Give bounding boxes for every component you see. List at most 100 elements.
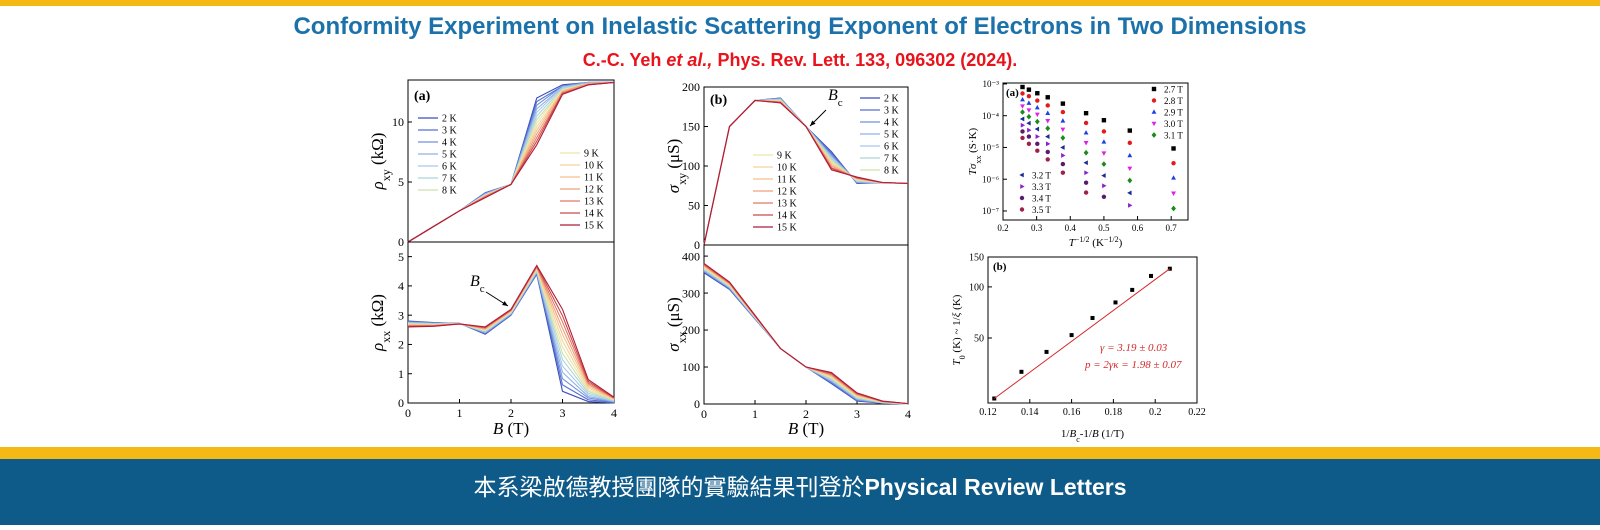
data-point [1171, 175, 1176, 180]
series-line [703, 97, 909, 246]
legend-marker [1019, 207, 1025, 212]
data-point [1083, 149, 1089, 156]
legend-label: 12 K [584, 185, 605, 196]
text-segment: (K [1090, 237, 1104, 249]
x-tick-label: 1 [752, 407, 758, 421]
footer-text: 本系梁啟德教授團隊的實驗結果刊登於Physical Review Letters [473, 474, 1126, 500]
data-point [1035, 98, 1040, 103]
data-point [1045, 149, 1050, 155]
data-point [1171, 146, 1176, 151]
legend-marker [1151, 121, 1157, 127]
legend-label: 12 K [777, 187, 798, 198]
data-point [1045, 134, 1050, 140]
x-tick-label: 0 [701, 407, 707, 421]
y-tick-label: 100 [682, 159, 700, 173]
y-axis-label: T0 (K) ~ 1/ξ (K) [951, 294, 967, 365]
data-point [1101, 194, 1107, 199]
data-point [1026, 120, 1031, 126]
text-segment: T [967, 168, 979, 175]
data-point [1083, 110, 1089, 116]
legend-label: 4 K [442, 138, 458, 149]
text-segment: σ [967, 163, 979, 169]
legend-label: 3 K [442, 126, 458, 137]
data-point [1020, 104, 1025, 109]
data-point [1035, 141, 1040, 147]
y-tick-label: 150 [682, 120, 700, 134]
data-point [1020, 97, 1025, 102]
data-point [1060, 127, 1066, 133]
text-segment: −1/2 [1075, 235, 1090, 244]
x-tick-label: 0.2 [1149, 407, 1162, 418]
data-point [1130, 287, 1135, 292]
text-segment: 本系梁啟德教授團隊的實驗結果刊登於 [473, 474, 864, 500]
legend-label: 8 K [884, 166, 900, 177]
data-point [1034, 126, 1040, 132]
data-point [1026, 108, 1032, 113]
series-line [703, 265, 909, 405]
data-point [1101, 118, 1107, 123]
data-point [1035, 134, 1040, 140]
text-segment: C.-C. Yeh [583, 50, 667, 70]
y-tick-label: 2 [398, 338, 404, 352]
legend-label: 9 K [777, 151, 793, 162]
legend-label: 13 K [777, 199, 798, 210]
data-point [1171, 160, 1176, 166]
data-point [1101, 161, 1107, 167]
data-point [1101, 129, 1107, 134]
x-axis-label: B (T) [493, 419, 529, 438]
x-tick-label: 0.14 [1021, 407, 1039, 418]
text-segment: B [1069, 428, 1076, 440]
y-tick-label: 50 [974, 333, 984, 344]
data-point [1083, 141, 1089, 146]
legend-marker [1019, 172, 1024, 178]
data-point [1171, 191, 1176, 196]
legend-label: 5 K [442, 150, 458, 161]
plot-frame [987, 256, 1198, 404]
text-segment: Phys. Rev. Lett. 133, 096302 (2024). [712, 50, 1017, 70]
data-point [1019, 369, 1024, 374]
text-segment: σ [664, 343, 683, 352]
series-line [407, 271, 615, 403]
legend-label: 6 K [884, 142, 900, 153]
x-axis-label: B (T) [788, 419, 824, 438]
data-point [1083, 120, 1089, 126]
data-point [1026, 94, 1032, 99]
panel-label: (b) [710, 93, 727, 108]
fit-line [993, 268, 1171, 399]
series-line [407, 268, 615, 401]
data-point [1035, 148, 1040, 153]
text-segment: xy [379, 169, 393, 181]
y-tick-label: 50 [688, 199, 700, 213]
y-tick-label: 400 [682, 249, 700, 263]
y-axis-label: ρxx (kΩ) [368, 294, 393, 352]
x-tick-label: 2 [803, 407, 809, 421]
y-tick-label: 10⁻⁷ [982, 206, 999, 216]
y-tick-label: 0 [398, 396, 404, 410]
footer-stripe [0, 447, 1600, 459]
x-tick-label: 4 [611, 406, 617, 420]
x-tick-label: 0.18 [1105, 407, 1123, 418]
y-axis-label: ρxy (kΩ) [368, 133, 393, 191]
y-axis-label: σxx (μS) [664, 297, 689, 352]
text-segment: B [493, 419, 504, 438]
legend-label: 3.5 T [1032, 205, 1051, 215]
series-line [703, 264, 909, 405]
data-point [1149, 273, 1154, 278]
plot-frame [1002, 82, 1189, 221]
x-tick-label: 0.6 [1132, 223, 1144, 233]
text-segment: c [838, 97, 843, 109]
text-segment: σ [664, 184, 683, 193]
data-point [1026, 100, 1032, 105]
y-tick-label: 200 [682, 80, 700, 94]
data-point [1045, 141, 1051, 147]
legend-label: 3.3 T [1032, 182, 1051, 192]
text-segment: B [1092, 428, 1099, 440]
data-point [1060, 109, 1066, 115]
top-stripe [0, 0, 1600, 6]
data-point [1020, 135, 1025, 141]
data-point [1101, 151, 1107, 156]
text-segment: B [788, 419, 799, 438]
data-point [1019, 116, 1025, 122]
data-point [1034, 104, 1040, 110]
data-point [1044, 349, 1049, 354]
